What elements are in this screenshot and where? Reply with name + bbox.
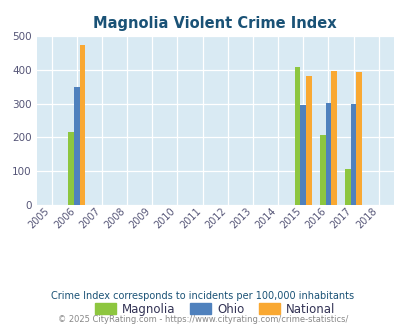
Bar <box>319 135 325 205</box>
Bar <box>356 72 361 205</box>
Bar <box>330 71 336 205</box>
Legend: Magnolia, Ohio, National: Magnolia, Ohio, National <box>90 298 339 320</box>
Text: © 2025 CityRating.com - https://www.cityrating.com/crime-statistics/: © 2025 CityRating.com - https://www.city… <box>58 315 347 324</box>
Bar <box>325 103 330 205</box>
Bar <box>294 67 300 205</box>
Bar <box>68 132 74 205</box>
Bar <box>350 104 356 205</box>
Bar <box>305 76 311 205</box>
Bar <box>300 105 305 205</box>
Text: Crime Index corresponds to incidents per 100,000 inhabitants: Crime Index corresponds to incidents per… <box>51 291 354 301</box>
Bar <box>344 169 350 205</box>
Title: Magnolia Violent Crime Index: Magnolia Violent Crime Index <box>93 16 336 31</box>
Bar <box>74 87 79 205</box>
Bar <box>79 46 85 205</box>
